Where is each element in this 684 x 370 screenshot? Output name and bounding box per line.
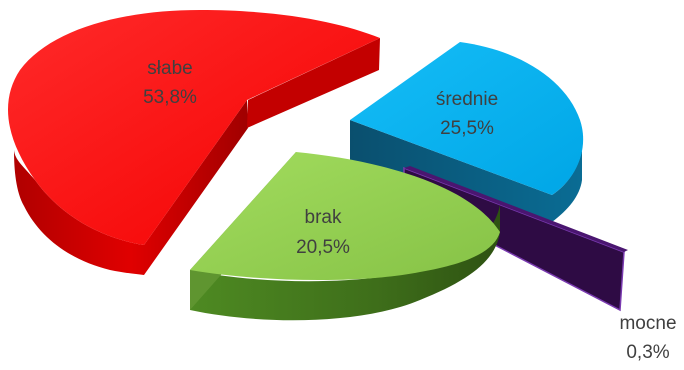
- slice-srednie: [350, 42, 584, 222]
- slice-brak: [190, 152, 500, 321]
- slice-slabe-wall: [247, 38, 380, 128]
- slice-brak-top: [190, 152, 500, 281]
- label-srednie-name: średnie: [436, 89, 498, 110]
- label-mocne-value: 0,3%: [626, 342, 669, 363]
- label-slabe-value: 53,8%: [143, 87, 197, 108]
- slice-srednie-side: [350, 120, 582, 222]
- label-slabe-name: słabe: [147, 58, 192, 79]
- label-brak-name: brak: [305, 207, 342, 228]
- label-brak-value: 20,5%: [296, 237, 350, 258]
- slice-slabe: [7, 10, 380, 275]
- slice-slabe-side: [14, 100, 248, 275]
- slice-mocne-top: [404, 166, 628, 252]
- slice-slabe-top: [7, 10, 380, 245]
- label-srednie-value: 25,5%: [440, 118, 494, 139]
- slice-brak-side: [190, 205, 500, 321]
- slice-srednie-top: [350, 42, 584, 195]
- label-mocne-name: mocne: [619, 313, 676, 334]
